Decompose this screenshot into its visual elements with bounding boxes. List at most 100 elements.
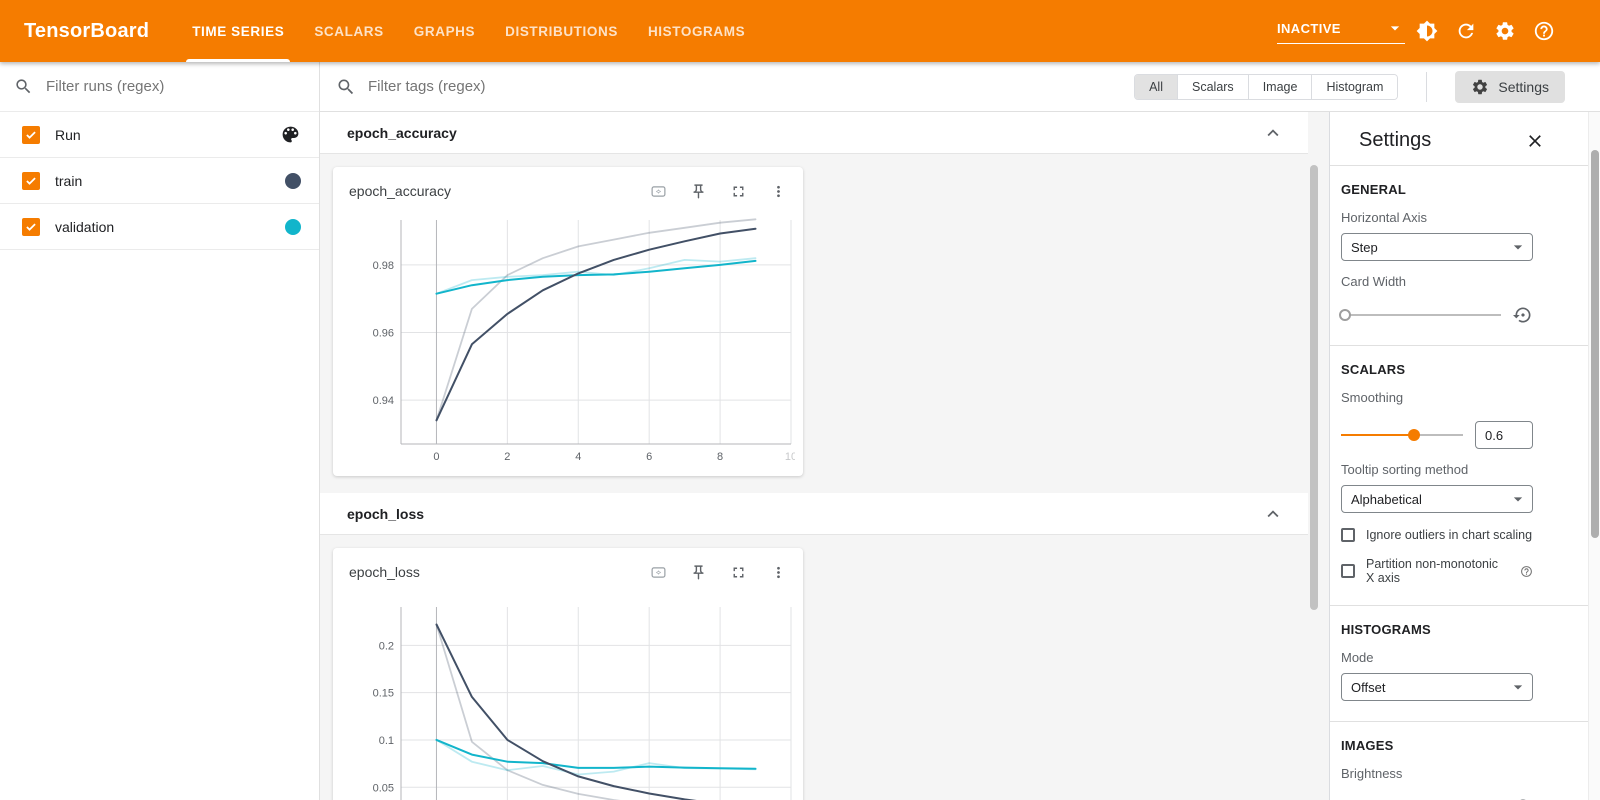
svg-text:8: 8 — [717, 451, 723, 463]
settings-section-histograms: HISTOGRAMS Mode Offset — [1330, 606, 1588, 722]
ignore-outliers-row: Ignore outliers in chart scaling — [1341, 528, 1533, 542]
help-icon[interactable] — [1532, 19, 1556, 43]
svg-text:0.05: 0.05 — [373, 782, 394, 794]
run-checkbox-validation[interactable] — [22, 217, 40, 236]
svg-text:0.1: 0.1 — [379, 735, 394, 747]
run-label-validation: validation — [55, 218, 115, 235]
histogram-mode-dropdown[interactable]: Offset — [1341, 673, 1533, 701]
svg-text:0.98: 0.98 — [373, 260, 394, 272]
close-icon[interactable] — [1525, 131, 1545, 151]
loss-line-chart[interactable]: 0.050.10.150.20246810 — [341, 587, 795, 800]
toolbar-divider — [1426, 71, 1428, 102]
run-checkbox-train[interactable] — [22, 171, 40, 190]
svg-text:0.2: 0.2 — [379, 640, 394, 652]
accuracy-line-chart[interactable]: 0.94 0.96 0.98 0 2 4 6 8 10 — [341, 206, 795, 466]
chart-title: epoch_accuracy — [349, 183, 451, 199]
fullscreen-icon[interactable] — [730, 564, 747, 581]
svg-text:2: 2 — [504, 451, 510, 463]
fit-to-data-icon[interactable] — [650, 564, 667, 581]
main-nav: TIME SERIES SCALARS GRAPHS DISTRIBUTIONS… — [177, 0, 760, 62]
scrollbar-thumb[interactable] — [1310, 165, 1318, 610]
settings-panel: Settings GENERAL Horizontal Axis Step — [1329, 112, 1588, 800]
run-row-train: train — [0, 158, 319, 204]
chevron-up-icon[interactable] — [1262, 122, 1284, 144]
svg-text:0.96: 0.96 — [373, 328, 394, 340]
card-width-slider[interactable] — [1339, 308, 1501, 322]
run-checkbox-all[interactable] — [22, 125, 40, 144]
svg-text:0.15: 0.15 — [373, 688, 394, 700]
settings-panel-title: Settings — [1359, 129, 1432, 151]
svg-text:0: 0 — [433, 451, 439, 463]
svg-text:4: 4 — [575, 451, 581, 463]
filter-histogram-button[interactable]: Histogram — [1311, 74, 1398, 99]
partition-x-axis-checkbox[interactable] — [1341, 564, 1355, 578]
settings-section-scalars: SCALARS Smoothing Tooltip sorting method… — [1330, 346, 1588, 606]
fullscreen-icon[interactable] — [730, 183, 747, 200]
filter-scalars-button[interactable]: Scalars — [1177, 74, 1248, 99]
settings-section-images: IMAGES Brightness Contrast — [1330, 722, 1588, 800]
svg-text:0.94: 0.94 — [373, 395, 394, 407]
tags-toolbar: All Scalars Image Histogram Settings — [320, 62, 1600, 112]
filter-all-button[interactable]: All — [1135, 74, 1177, 99]
tab-time-series[interactable]: TIME SERIES — [177, 0, 299, 62]
chevron-down-icon — [1385, 18, 1405, 38]
ignore-outliers-checkbox[interactable] — [1341, 528, 1355, 542]
tag-type-filter-group: All Scalars Image Histogram — [1134, 73, 1399, 100]
run-color-dot-train — [285, 172, 301, 189]
run-label-train: train — [55, 172, 83, 189]
chart-title: epoch_loss — [349, 564, 420, 580]
app-header: TensorBoard TIME SERIES SCALARS GRAPHS D… — [0, 0, 1600, 62]
chevron-down-icon — [1508, 677, 1528, 697]
theme-toggle-icon[interactable] — [1415, 19, 1439, 43]
filter-runs-input[interactable] — [46, 78, 305, 95]
settings-section-general: GENERAL Horizontal Axis Step Card Width — [1330, 166, 1588, 346]
section-header-epoch-accuracy[interactable]: epoch_accuracy — [320, 112, 1308, 154]
help-icon[interactable] — [1520, 565, 1533, 578]
runs-sidebar: Run train validation — [0, 62, 320, 800]
runs-header-row: Run — [0, 112, 319, 158]
gear-icon — [1473, 79, 1488, 94]
settings-icon[interactable] — [1493, 19, 1517, 43]
main-scrollbar[interactable] — [1308, 112, 1320, 800]
reset-icon[interactable] — [1513, 305, 1533, 325]
search-icon — [14, 77, 33, 96]
more-options-icon[interactable] — [770, 564, 787, 581]
pin-icon[interactable] — [690, 183, 707, 200]
section-header-epoch-loss[interactable]: epoch_loss — [320, 493, 1308, 535]
tooltip-sorting-dropdown[interactable]: Alphabetical — [1341, 485, 1533, 513]
palette-icon[interactable] — [280, 124, 301, 145]
scrollbar-thumb[interactable] — [1591, 150, 1599, 538]
chevron-down-icon — [1508, 489, 1528, 509]
smoothing-slider[interactable] — [1341, 428, 1463, 442]
run-row-validation: validation — [0, 204, 319, 250]
tab-distributions[interactable]: DISTRIBUTIONS — [505, 23, 618, 39]
fit-to-data-icon[interactable] — [650, 183, 667, 200]
chevron-down-icon — [1508, 237, 1528, 257]
filter-runs-row — [0, 62, 319, 112]
filter-image-button[interactable]: Image — [1247, 74, 1312, 99]
smoothing-value-input[interactable] — [1475, 421, 1533, 449]
svg-text:6: 6 — [646, 451, 652, 463]
settings-button[interactable]: Settings — [1455, 70, 1565, 103]
reload-status-dropdown[interactable]: INACTIVE — [1277, 18, 1405, 44]
chevron-up-icon[interactable] — [1262, 503, 1284, 525]
refresh-icon[interactable] — [1454, 19, 1478, 43]
page-scrollbar[interactable] — [1588, 112, 1600, 800]
svg-text:10: 10 — [785, 451, 795, 463]
runs-header-label: Run — [55, 126, 81, 143]
more-options-icon[interactable] — [770, 183, 787, 200]
tab-histograms[interactable]: HISTOGRAMS — [647, 23, 746, 39]
horizontal-axis-dropdown[interactable]: Step — [1341, 233, 1533, 261]
tab-scalars[interactable]: SCALARS — [314, 23, 384, 39]
chart-card-epoch-loss: epoch_loss — [333, 548, 803, 800]
search-icon — [336, 77, 356, 97]
chart-card-epoch-accuracy: epoch_accuracy — [333, 167, 803, 476]
cards-area: epoch_accuracy epoch_accuracy — [320, 112, 1308, 800]
tab-graphs[interactable]: GRAPHS — [413, 23, 476, 39]
partition-x-axis-row: Partition non-monotonic X axis — [1341, 557, 1533, 585]
run-color-dot-validation — [285, 218, 301, 235]
filter-tags-input[interactable] — [368, 78, 1123, 95]
pin-icon[interactable] — [690, 564, 707, 581]
app-title: TensorBoard — [24, 19, 150, 42]
